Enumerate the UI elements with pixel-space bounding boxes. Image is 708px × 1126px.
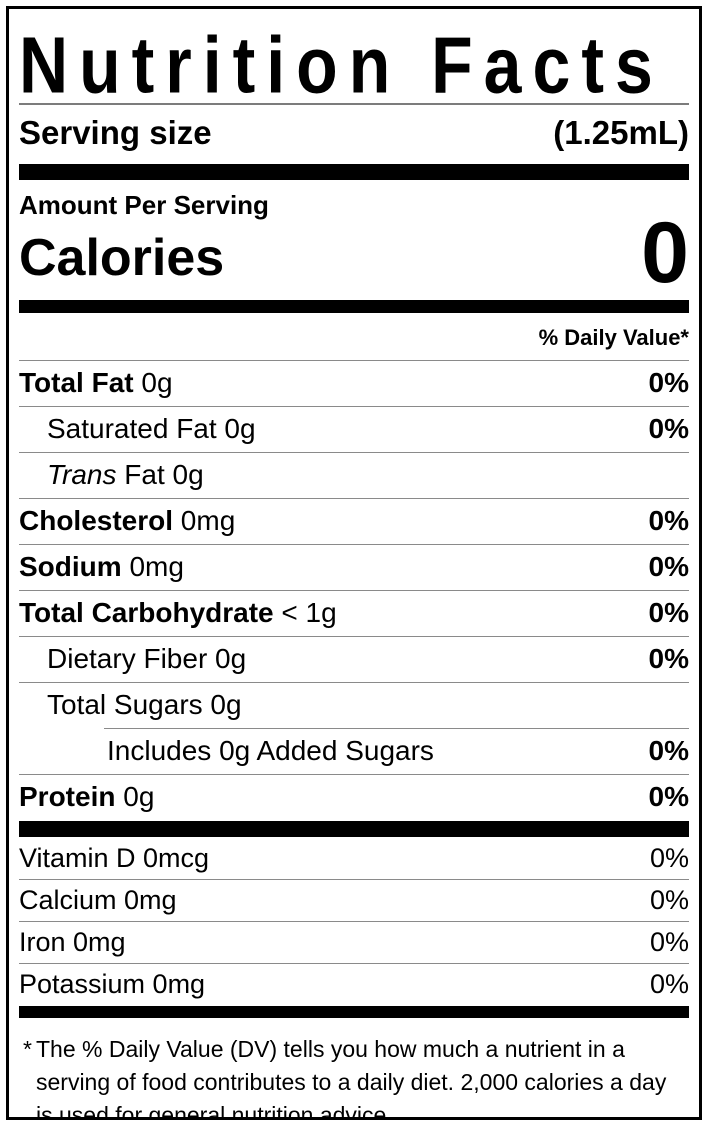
micronutrient-name: Calcium 0mg (19, 885, 177, 916)
micronutrient-name: Iron 0mg (19, 927, 126, 958)
serving-size-label: Serving size (19, 114, 212, 151)
micronutrient-dv: 0% (649, 885, 689, 916)
nutrient-dv: 0% (648, 367, 689, 399)
micronutrient-dv: 0% (649, 969, 689, 1000)
nutrient-name: Includes 0g Added Sugars (107, 735, 434, 767)
nutrient-row-sodium: Sodium 0mg 0% (19, 544, 689, 590)
nutrient-row-total-carbohydrate: Total Carbohydrate < 1g 0% (19, 590, 689, 636)
nutrient-dv: 0% (648, 413, 689, 445)
added-sugars-divider (104, 728, 689, 730)
micronutrient-row-calcium: Calcium 0mg 0% (19, 879, 689, 921)
nutrient-row-protein: Protein 0g 0% (19, 774, 689, 820)
section-bar-micronutrients (19, 1006, 689, 1019)
nutrient-name: Trans Fat 0g (47, 459, 204, 491)
serving-size-row: Serving size (1.25mL) (19, 105, 689, 163)
amount-per-serving-label: Amount Per Serving (19, 190, 269, 220)
nutrient-dv: 0% (648, 505, 689, 537)
label-title: Nutrition Facts (19, 20, 664, 111)
nutrient-name: Sodium 0mg (19, 551, 184, 583)
nutrient-dv: 0% (648, 643, 689, 675)
section-bar-protein (19, 821, 689, 838)
footnote-asterisk: * (23, 1036, 32, 1063)
nutrient-name: Cholesterol 0mg (19, 505, 236, 537)
micronutrient-row-iron: Iron 0mg 0% (19, 921, 689, 963)
micronutrient-dv: 0% (649, 843, 689, 874)
micronutrient-row-potassium: Potassium 0mg 0% (19, 963, 689, 1005)
nutrient-name: Total Carbohydrate < 1g (19, 597, 337, 629)
nutrient-dv: 0% (648, 597, 689, 629)
nutrient-dv: 0% (648, 781, 689, 813)
nutrient-row-dietary-fiber: Dietary Fiber 0g 0% (19, 636, 689, 682)
nutrient-name: Saturated Fat 0g (47, 413, 256, 445)
nutrient-row-total-fat: Total Fat 0g 0% (19, 360, 689, 406)
daily-value-footnote: * The % Daily Value (DV) tells you how m… (19, 1019, 689, 1120)
nutrient-row-added-sugars: Includes 0g Added Sugars 0% (19, 729, 689, 774)
calories-row: Calories 0 (19, 205, 689, 301)
nutrient-row-total-sugars: Total Sugars 0g (19, 682, 689, 728)
title-divider (19, 103, 689, 105)
micronutrient-name: Vitamin D 0mcg (19, 843, 210, 874)
nutrient-name: Total Fat 0g (19, 367, 173, 399)
nutrient-dv: 0% (648, 735, 689, 767)
section-bar-serving (19, 164, 689, 180)
nutrient-row-trans-fat: Trans Fat 0g (19, 452, 689, 498)
serving-size-value: (1.25mL) (553, 114, 689, 151)
nutrient-name: Dietary Fiber 0g (47, 643, 247, 675)
nutrient-row-saturated-fat: Saturated Fat 0g 0% (19, 406, 689, 452)
nutrient-row-cholesterol: Cholesterol 0mg 0% (19, 498, 689, 544)
micronutrient-name: Potassium 0mg (19, 969, 206, 1000)
nutrient-dv: 0% (648, 551, 689, 583)
nutrition-facts-label: Nutrition Facts Serving size (1.25mL) Am… (6, 6, 702, 1120)
daily-value-header: % Daily Value* (538, 325, 689, 351)
micronutrient-row-vitamin-d: Vitamin D 0mcg 0% (19, 838, 689, 879)
nutrient-name: Protein 0g (19, 781, 155, 813)
calories-label: Calories (19, 228, 225, 287)
footnote-text: The % Daily Value (DV) tells you how muc… (36, 1036, 667, 1120)
calories-value: 0 (641, 205, 689, 301)
nutrient-name: Total Sugars 0g (47, 689, 242, 721)
section-bar-calories (19, 300, 689, 314)
micronutrient-dv: 0% (649, 927, 689, 958)
